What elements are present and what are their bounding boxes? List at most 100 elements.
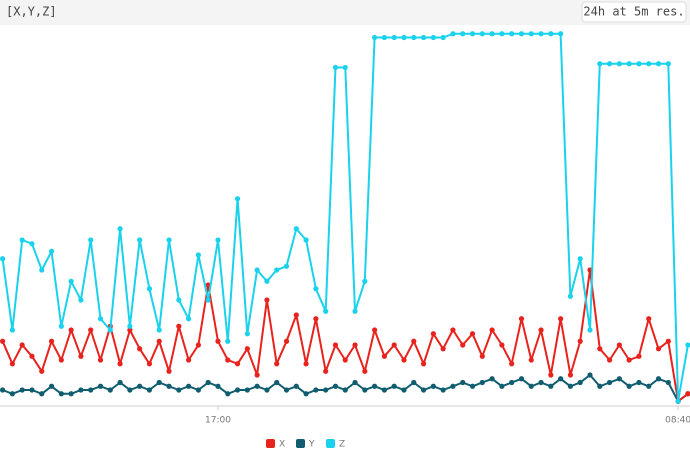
point <box>313 316 319 322</box>
point <box>391 383 397 389</box>
point <box>39 391 45 397</box>
point <box>528 383 534 389</box>
point <box>518 376 525 382</box>
point <box>567 293 574 299</box>
point <box>499 31 505 37</box>
point <box>420 34 427 41</box>
point <box>225 338 231 344</box>
point <box>274 267 280 273</box>
point <box>646 61 652 67</box>
point <box>381 353 388 359</box>
point <box>215 383 221 389</box>
point <box>156 327 162 333</box>
point <box>479 31 485 37</box>
resolution-label[interactable]: 24h at 5m res. <box>583 5 684 19</box>
point <box>528 31 534 37</box>
point <box>372 34 378 41</box>
point <box>391 34 397 41</box>
point <box>469 383 476 389</box>
point <box>509 31 515 37</box>
point <box>68 327 74 333</box>
point <box>332 342 339 348</box>
point <box>97 316 104 322</box>
point <box>58 323 64 329</box>
point <box>558 376 564 382</box>
point <box>0 256 6 262</box>
point <box>48 248 55 254</box>
point <box>137 383 143 389</box>
point <box>107 387 113 393</box>
point <box>156 338 162 344</box>
point <box>313 387 319 393</box>
point <box>9 391 15 397</box>
point <box>420 387 427 393</box>
resolution-box[interactable] <box>581 1 687 23</box>
point <box>97 383 104 389</box>
point <box>0 387 6 393</box>
point <box>626 357 632 363</box>
point <box>176 297 182 303</box>
point <box>293 383 299 389</box>
point <box>205 297 211 303</box>
point <box>195 252 201 258</box>
point <box>675 398 681 404</box>
point <box>587 372 593 378</box>
point <box>274 361 280 367</box>
point <box>606 357 613 363</box>
point <box>283 338 290 344</box>
point <box>215 338 221 344</box>
point <box>78 297 84 303</box>
header-bar <box>0 0 690 25</box>
point <box>362 387 368 393</box>
point <box>225 357 231 363</box>
point <box>665 61 671 67</box>
point <box>303 237 309 243</box>
point <box>450 31 456 37</box>
point <box>127 387 133 393</box>
point <box>234 196 241 202</box>
point <box>127 327 133 333</box>
point <box>411 379 417 386</box>
point <box>352 379 358 386</box>
point <box>655 61 662 67</box>
point <box>137 346 143 352</box>
point <box>19 237 25 243</box>
point <box>430 34 436 41</box>
point <box>332 383 339 389</box>
point <box>293 226 299 232</box>
point <box>205 379 211 386</box>
point <box>372 327 378 333</box>
point <box>313 286 319 292</box>
point <box>78 353 84 359</box>
point <box>97 357 104 363</box>
point <box>489 31 495 37</box>
point <box>9 361 15 367</box>
point <box>440 387 446 393</box>
point <box>29 241 35 247</box>
point <box>489 376 495 382</box>
point <box>665 338 671 344</box>
point <box>166 368 172 374</box>
point <box>606 61 613 67</box>
point <box>107 327 113 333</box>
legend-label: X <box>279 440 285 450</box>
point <box>117 361 123 367</box>
point <box>577 256 583 262</box>
point <box>616 61 622 67</box>
point <box>538 379 544 386</box>
point <box>137 237 143 243</box>
point <box>283 387 290 393</box>
point <box>372 383 378 389</box>
point <box>342 64 348 71</box>
point <box>655 346 662 352</box>
point <box>577 379 583 386</box>
point <box>381 34 388 41</box>
point <box>646 383 652 389</box>
point <box>78 387 84 393</box>
point <box>19 387 25 393</box>
point <box>430 331 436 337</box>
point <box>68 391 74 397</box>
point <box>29 387 35 393</box>
point <box>176 323 182 329</box>
point <box>528 357 534 363</box>
